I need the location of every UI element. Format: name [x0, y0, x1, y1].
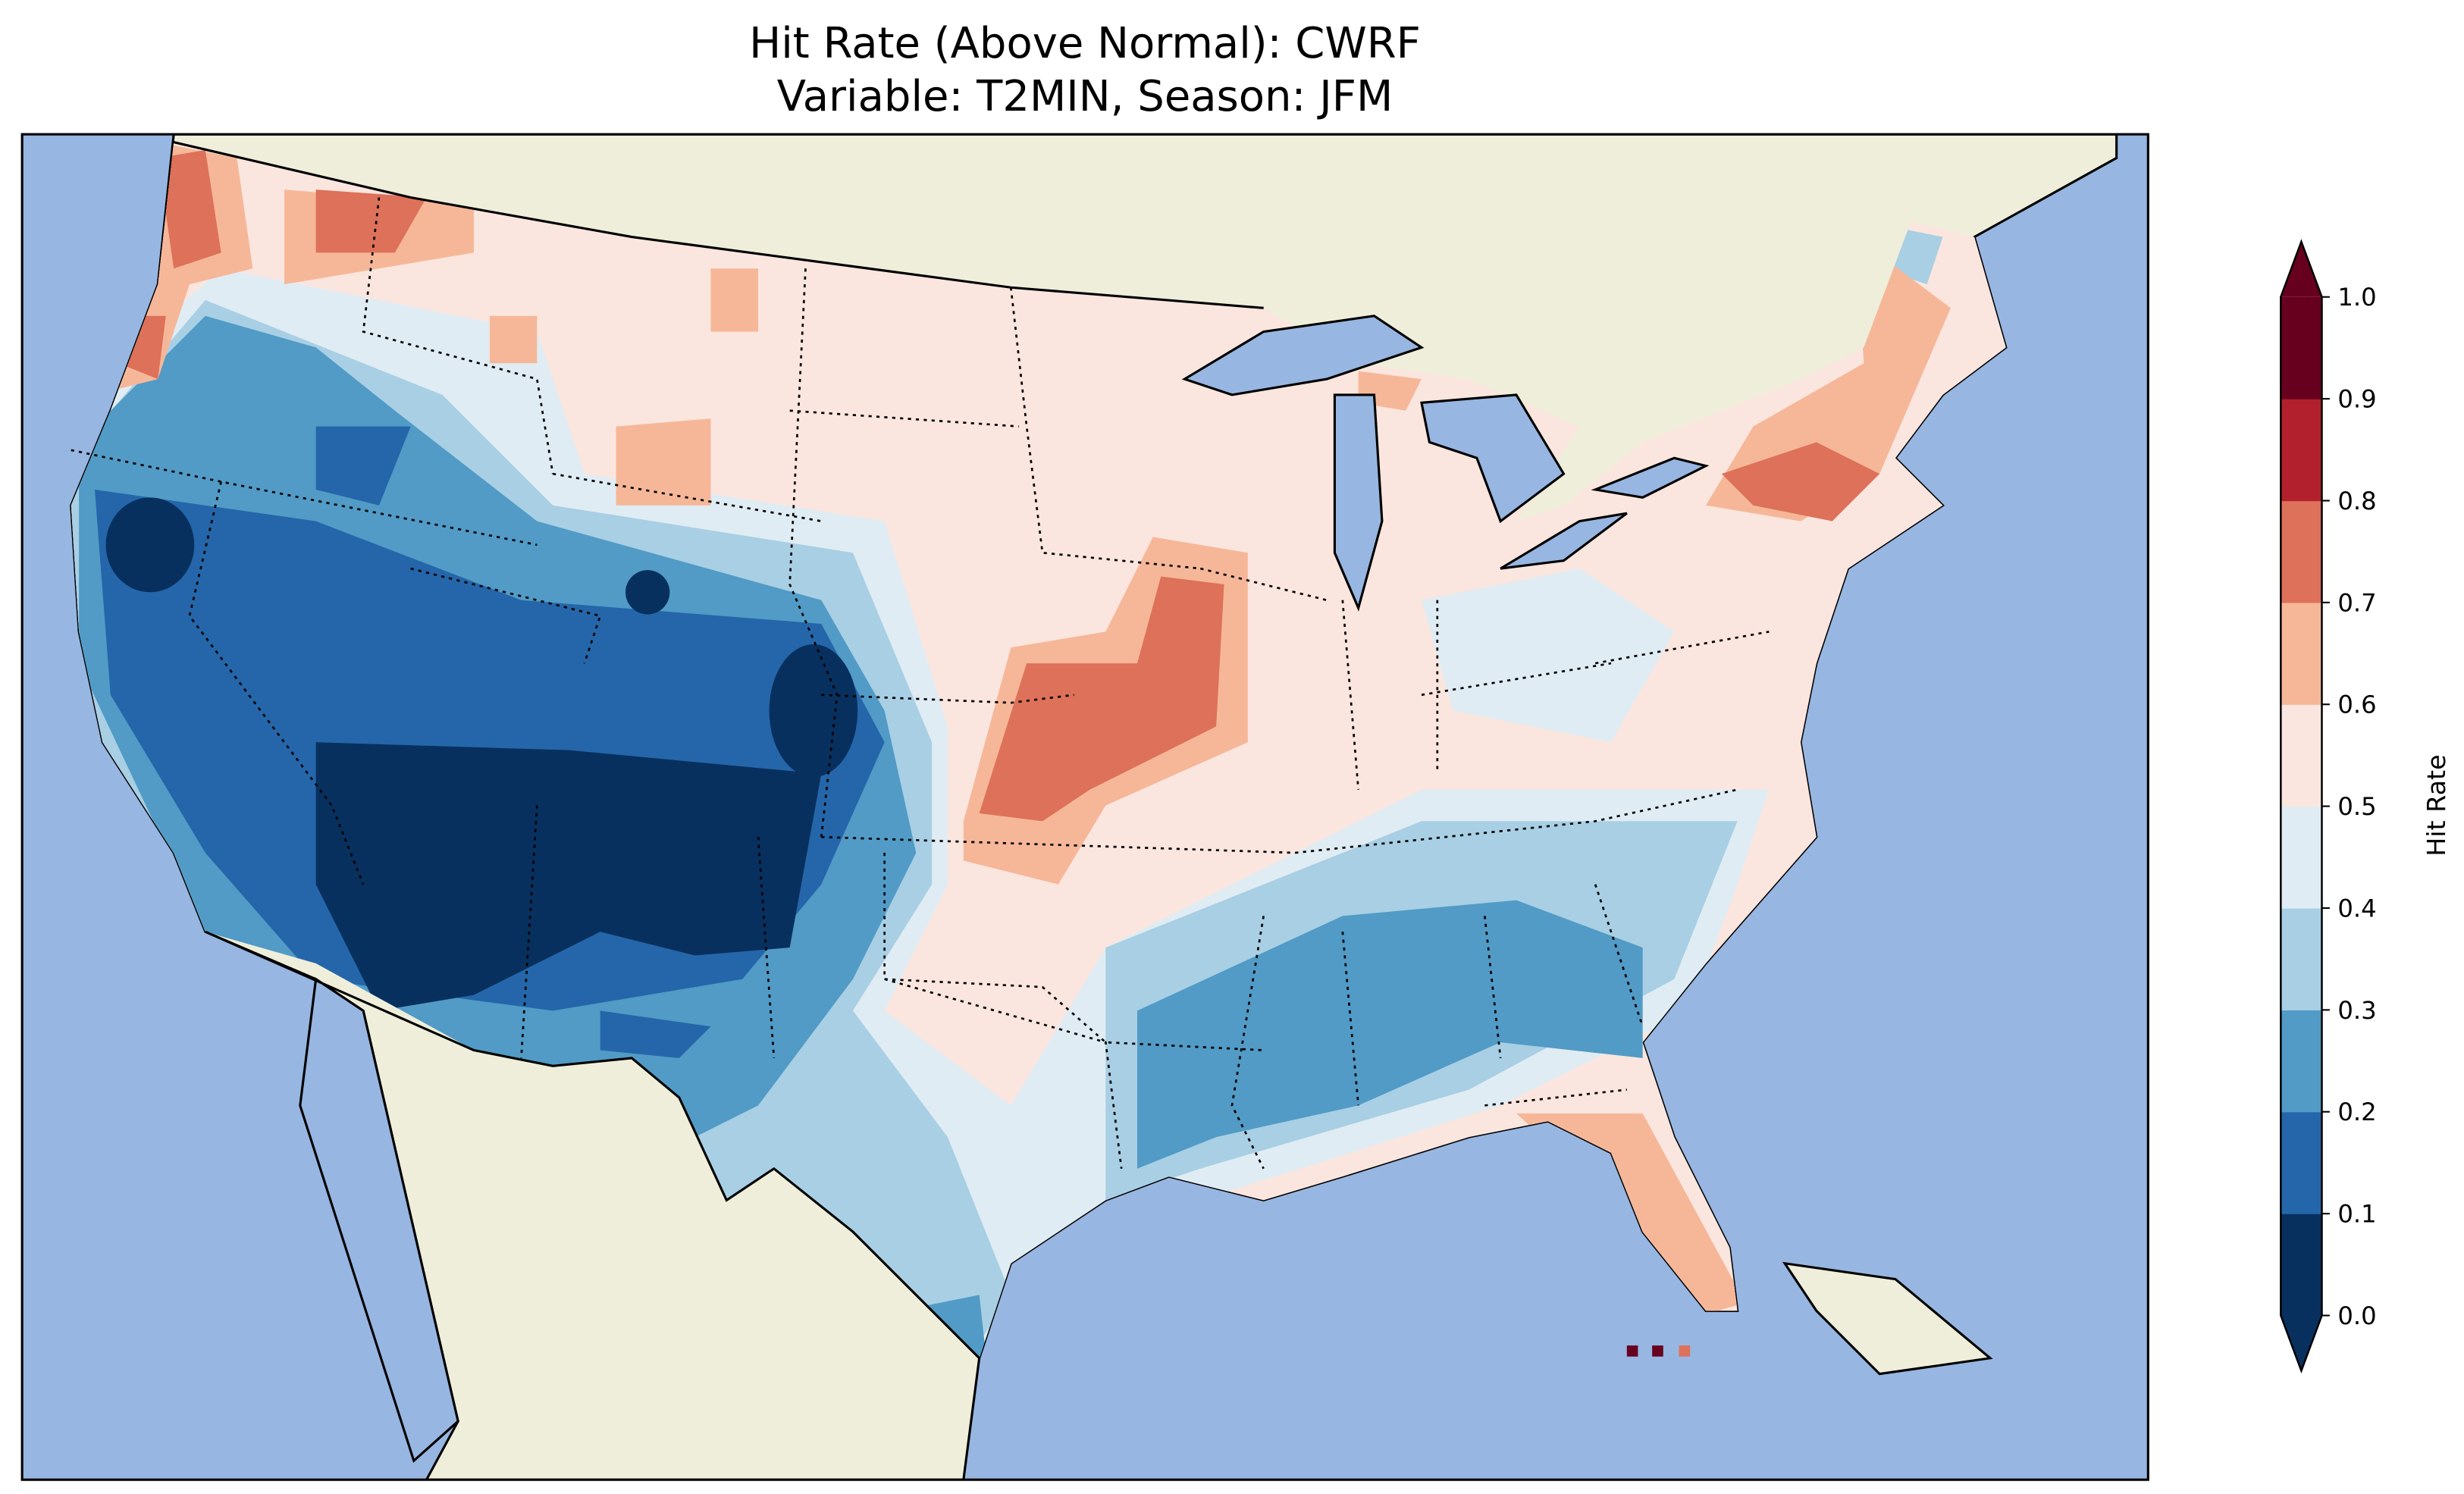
florida-keys-cuba-land — [1782, 1261, 1993, 1376]
colorbar-bin — [2281, 296, 2322, 399]
gulf-of-california — [299, 977, 459, 1463]
colorbar-extend-max — [2281, 241, 2322, 297]
key-west-cells — [1626, 1345, 1691, 1357]
lake-ontario — [1591, 456, 1710, 499]
field-cell-cluster — [769, 644, 858, 778]
lake-erie — [1500, 512, 1628, 570]
colorbar-bin — [2281, 1214, 2322, 1317]
field-bin-0.0-0.1 — [315, 742, 822, 1011]
colorbar-tick-label: 0.2 — [2337, 1098, 2376, 1126]
colorbar-tick-label: 0.1 — [2337, 1200, 2376, 1229]
colorbar-bin — [2281, 806, 2322, 909]
map-frame — [20, 133, 2149, 1481]
field-cell-cluster — [625, 570, 670, 615]
colorbar-tick-label: 1.0 — [2337, 283, 2376, 312]
field-cell — [1652, 1345, 1663, 1357]
great-lakes — [1181, 315, 1710, 612]
lake-superior — [1181, 315, 1425, 396]
field-cell — [1679, 1345, 1691, 1357]
colorbar-tick-label: 0.4 — [2337, 894, 2376, 922]
chart-title: Hit Rate (Above Normal): CWRF — [749, 19, 1421, 68]
colorbar-tick-label: 0.5 — [2337, 792, 2376, 821]
state-borders — [71, 197, 1770, 1170]
colorbar-tick-label: 0.9 — [2337, 385, 2376, 414]
colorbar-bin — [2281, 1010, 2322, 1113]
colorbar-label: Hit Rate — [2422, 754, 2451, 856]
colorbar-bin — [2281, 500, 2322, 603]
field-bin-0.2-0.3 — [79, 315, 1643, 1358]
field-cell-cluster — [105, 497, 195, 593]
colorbar-bin — [2281, 704, 2322, 807]
colorbar-bin — [2281, 908, 2322, 1010]
colorbar-tick-label: 0.6 — [2337, 691, 2376, 719]
lake-huron — [1420, 393, 1566, 524]
lake-michigan — [1333, 393, 1384, 612]
colorbar-tick-label: 0.3 — [2337, 996, 2376, 1025]
us-border-line — [173, 141, 1264, 1359]
colorbar-bin — [2281, 399, 2322, 502]
colorbar-bin — [2281, 602, 2322, 705]
colorbar-tick-label: 0.8 — [2337, 487, 2376, 515]
colorbar: 0.0 0.1 0.2 0.3 0.4 0.5 0.6 0.7 0.8 0.9 1.0 — [2280, 239, 2377, 1374]
field-cell — [1626, 1345, 1638, 1357]
colorbar-tick-label: 0.0 — [2337, 1301, 2376, 1330]
colorbar-bin — [2281, 1111, 2322, 1214]
colorbar-extend-min — [2281, 1315, 2322, 1371]
colorbar-tick-label: 0.7 — [2337, 588, 2376, 617]
chart-subtitle: Variable: T2MIN, Season: JFM — [776, 72, 1393, 121]
